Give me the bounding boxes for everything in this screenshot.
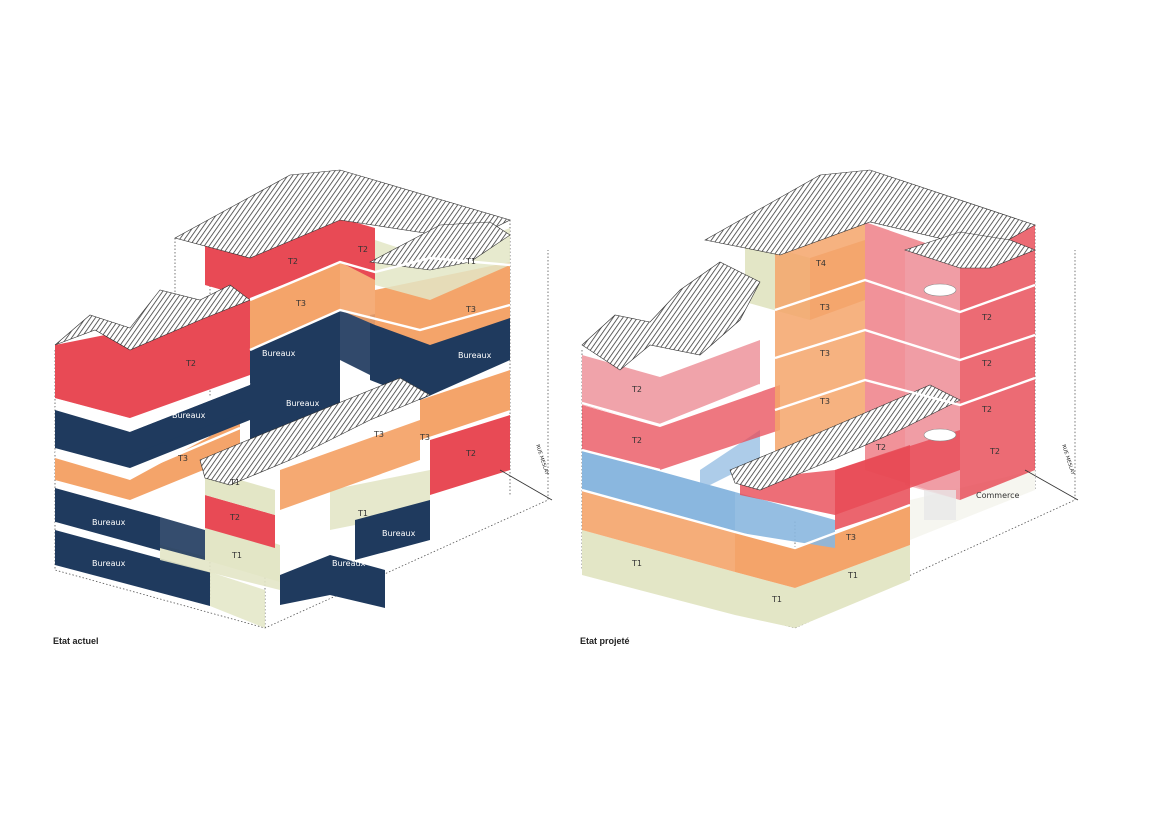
label: T3 xyxy=(295,299,306,308)
label: T2 xyxy=(981,405,992,414)
label: Bureaux xyxy=(92,559,126,568)
label: T1 xyxy=(231,551,242,560)
label: T2 xyxy=(287,257,298,266)
label: T2 xyxy=(357,245,368,254)
label: T1 xyxy=(631,559,642,568)
label: T3 xyxy=(177,454,188,463)
building-projected: RUE MESLAY T4 T3 T3 T3 T2 T2 T2 T2 T2 T2… xyxy=(581,169,1079,629)
label: T2 xyxy=(631,385,642,394)
label: Bureaux xyxy=(286,399,320,408)
label: Commerce xyxy=(976,491,1020,500)
building-current: RUE MESLAY T2 T2 T1 T3 T3 Bureaux Bureau… xyxy=(54,169,553,629)
label: T1 xyxy=(847,571,858,580)
label: T2 xyxy=(185,359,196,368)
label: Bureaux xyxy=(92,518,126,527)
volume-bureaux-ground xyxy=(55,530,210,606)
label: T1 xyxy=(229,478,240,487)
caption-projected: Etat projeté xyxy=(580,636,630,646)
label: T2 xyxy=(631,436,642,445)
label: T3 xyxy=(373,430,384,439)
label: T2 xyxy=(981,313,992,322)
label: Bureaux xyxy=(382,529,416,538)
label: T3 xyxy=(419,433,430,442)
label: T3 xyxy=(819,397,830,406)
label: T2 xyxy=(989,447,1000,456)
label: T1 xyxy=(771,595,782,604)
caption-current: Etat actuel xyxy=(53,636,99,646)
label: T2 xyxy=(465,449,476,458)
label: Bureaux xyxy=(458,351,492,360)
label: T4 xyxy=(815,259,826,268)
label: Bureaux xyxy=(332,559,366,568)
label: T2 xyxy=(229,513,240,522)
label: Bureaux xyxy=(262,349,296,358)
street-name-current: RUE MESLAY xyxy=(534,444,550,477)
label: T1 xyxy=(465,257,476,266)
label: T3 xyxy=(819,349,830,358)
label: T3 xyxy=(465,305,476,314)
label: T1 xyxy=(357,509,368,518)
label: T3 xyxy=(845,533,856,542)
label: Bureaux xyxy=(172,411,206,420)
label: T3 xyxy=(819,303,830,312)
label: T2 xyxy=(875,443,886,452)
label: T2 xyxy=(981,359,992,368)
street-name-projected: RUE MESLAY xyxy=(1060,444,1076,477)
